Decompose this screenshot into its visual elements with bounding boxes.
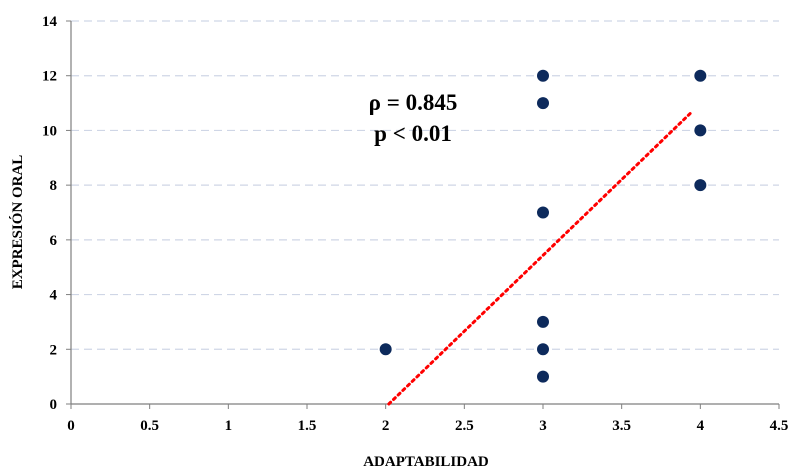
data-point bbox=[537, 206, 549, 219]
x-tick-label: 2.5 bbox=[455, 418, 474, 434]
y-tick-label: 12 bbox=[42, 69, 57, 85]
y-axis-title: EXPRESIÓN ORAL bbox=[9, 155, 26, 290]
data-point bbox=[537, 343, 549, 356]
x-tick-label: 3 bbox=[539, 418, 547, 434]
data-point bbox=[537, 69, 549, 82]
x-tick-label: 3.5 bbox=[612, 418, 631, 434]
data-point bbox=[694, 124, 707, 137]
y-tick-label: 2 bbox=[50, 342, 58, 358]
x-tick-label: 1.5 bbox=[298, 418, 317, 434]
x-tick-label: 1 bbox=[225, 418, 233, 434]
grid-lines bbox=[71, 20, 779, 350]
data-point bbox=[379, 343, 392, 356]
rho-annotation: ρ = 0.845 bbox=[369, 90, 458, 115]
y-tick-label: 4 bbox=[50, 288, 58, 304]
x-tick-label: 0 bbox=[67, 418, 75, 434]
y-tick-label: 8 bbox=[50, 178, 58, 194]
x-tick-label: 2 bbox=[382, 418, 390, 434]
data-point bbox=[537, 370, 549, 383]
trendline bbox=[387, 109, 694, 406]
trendline-group bbox=[387, 109, 694, 406]
y-tick-label: 14 bbox=[42, 14, 58, 30]
data-point bbox=[694, 179, 707, 192]
data-point bbox=[537, 97, 549, 110]
axes bbox=[66, 20, 780, 409]
y-tick-labels: 0 2 4 6 8 10 12 14 bbox=[42, 14, 58, 413]
x-tick-label: 4 bbox=[697, 418, 705, 434]
data-points bbox=[379, 69, 707, 383]
x-axis-title: ADAPTABILIDAD bbox=[363, 454, 489, 470]
x-tick-labels: 0 0.5 1 1.5 2 2.5 3 3.5 4 4.5 bbox=[67, 418, 788, 434]
x-tick-label: 4.5 bbox=[770, 418, 789, 434]
x-tick-label: 0.5 bbox=[140, 418, 159, 434]
data-point bbox=[694, 69, 707, 82]
y-tick-label: 0 bbox=[50, 397, 58, 413]
y-tick-label: 10 bbox=[42, 123, 57, 139]
y-tick-label: 6 bbox=[50, 233, 58, 249]
data-point bbox=[537, 315, 549, 328]
p-value-annotation: p < 0.01 bbox=[374, 121, 452, 146]
